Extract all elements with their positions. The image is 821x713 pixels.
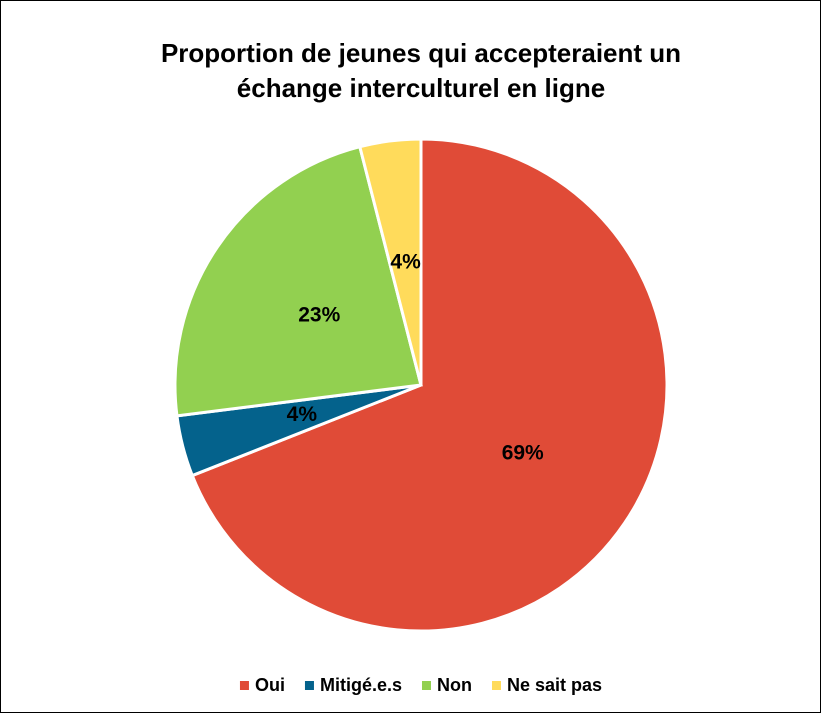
data-label: 4%	[287, 403, 318, 426]
pie-slice	[357, 137, 423, 386]
legend-marker	[421, 681, 431, 690]
legend-label: Oui	[255, 675, 285, 695]
legend-label: Non	[437, 675, 472, 695]
pie-slice	[190, 137, 669, 633]
pie-slice	[173, 144, 423, 418]
chart-title: Proportion de jeunes qui accepteraient u…	[161, 38, 681, 68]
data-label: 69%	[502, 442, 544, 465]
legend-marker	[239, 681, 249, 690]
data-label: 4%	[390, 251, 421, 274]
legend-marker	[491, 681, 501, 690]
chart-title: échange interculturel en ligne	[237, 73, 605, 103]
data-label: 23%	[298, 303, 340, 326]
legend-marker	[304, 681, 314, 690]
legend-label: Mitigé.e.s	[320, 675, 402, 695]
legend-label: Ne sait pas	[507, 675, 602, 695]
